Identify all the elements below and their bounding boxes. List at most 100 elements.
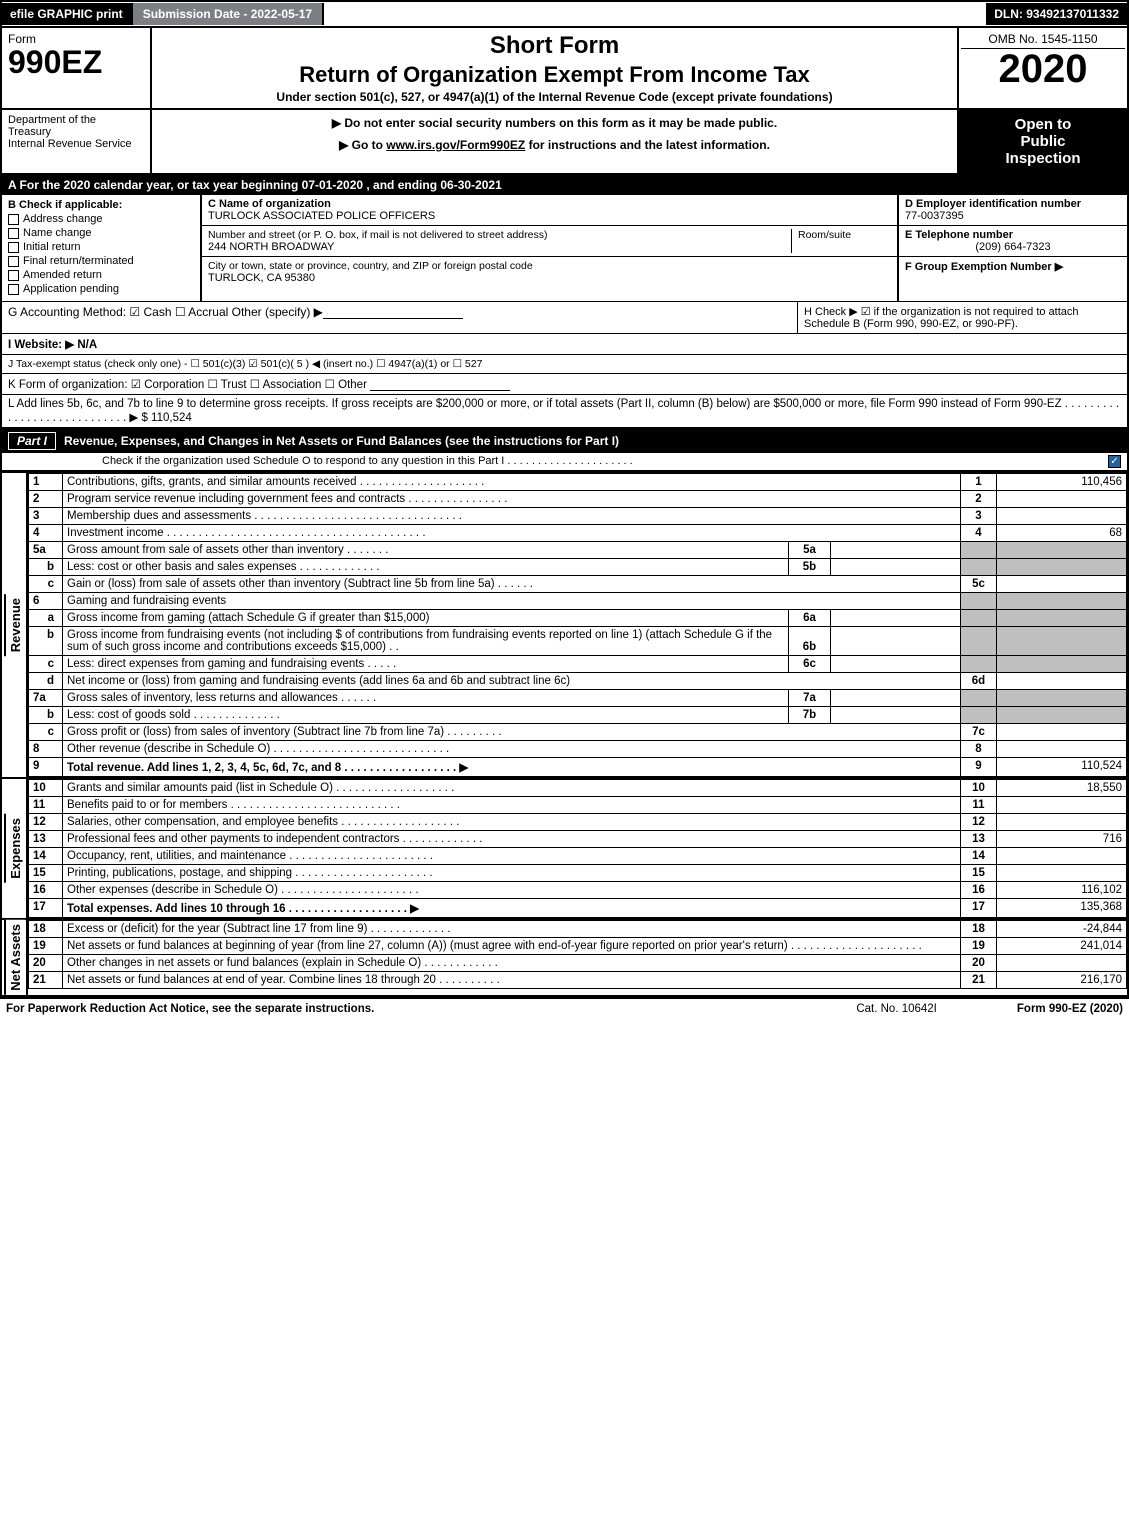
line-11: 11Benefits paid to or for members . . . … <box>29 797 1127 814</box>
lbox: 6c <box>789 656 831 673</box>
ld: Net assets or fund balances at beginning… <box>63 938 961 955</box>
page-footer: For Paperwork Reduction Act Notice, see … <box>0 997 1129 1019</box>
lrn: 9 <box>961 758 997 777</box>
checkbox-icon[interactable] <box>8 284 19 295</box>
submission-date: Submission Date - 2022-05-17 <box>131 3 324 25</box>
footer-mid: Cat. No. 10642I <box>856 1003 937 1015</box>
lrn: 7c <box>961 724 997 741</box>
lamt-grey <box>997 593 1127 610</box>
ld: Total expenses. Add lines 10 through 16 … <box>63 899 961 918</box>
expenses-side-label-wrap: Expenses <box>2 779 28 918</box>
ln: d <box>29 673 63 690</box>
notice-link-line: ▶ Go to www.irs.gov/Form990EZ for instru… <box>158 138 951 152</box>
check-name-change[interactable]: Name change <box>8 227 194 239</box>
ln: 15 <box>29 865 63 882</box>
lamt <box>997 673 1127 690</box>
lamt-grey <box>997 559 1127 576</box>
i-line: I Website: ▶ N/A <box>8 339 97 351</box>
checkbox-icon[interactable] <box>8 256 19 267</box>
public: Public <box>963 133 1123 150</box>
k-blank[interactable] <box>370 379 510 391</box>
lboxamt <box>831 627 961 656</box>
ln: 16 <box>29 882 63 899</box>
e-label: E Telephone number <box>905 229 1121 241</box>
ln: 19 <box>29 938 63 955</box>
d-label: D Employer identification number <box>905 198 1121 210</box>
revenue-side-label: Revenue <box>4 594 25 656</box>
lbox: 7a <box>789 690 831 707</box>
ln: b <box>29 627 63 656</box>
line-2: 2Program service revenue including gover… <box>29 491 1127 508</box>
ld: Occupancy, rent, utilities, and maintena… <box>63 848 961 865</box>
lrn: 21 <box>961 972 997 989</box>
lamt-grey <box>997 656 1127 673</box>
lrn: 6d <box>961 673 997 690</box>
ld: Gaming and fundraising events <box>63 593 961 610</box>
gross-receipts-line: L Add lines 5b, 6c, and 7b to line 9 to … <box>2 395 1127 429</box>
line-19: 19Net assets or fund balances at beginni… <box>29 938 1127 955</box>
check-initial-return[interactable]: Initial return <box>8 241 194 253</box>
line-17: 17Total expenses. Add lines 10 through 1… <box>29 899 1127 918</box>
lrn: 4 <box>961 525 997 542</box>
lrn: 18 <box>961 921 997 938</box>
ln: 2 <box>29 491 63 508</box>
g-line: G Accounting Method: ☑ Cash ☐ Accrual Ot… <box>8 305 323 319</box>
addr-label: Number and street (or P. O. box, if mail… <box>208 229 791 241</box>
notice-ssn: ▶ Do not enter social security numbers o… <box>158 116 951 130</box>
check-application-pending[interactable]: Application pending <box>8 283 194 295</box>
ln: 21 <box>29 972 63 989</box>
ln: 17 <box>29 899 63 918</box>
checkbox-icon[interactable] <box>8 228 19 239</box>
check-amended-return[interactable]: Amended return <box>8 269 194 281</box>
line-5c: cGain or (loss) from sale of assets othe… <box>29 576 1127 593</box>
lrn: 8 <box>961 741 997 758</box>
part-1-sub: Check if the organization used Schedule … <box>2 453 1127 471</box>
header-row-1: Form 990EZ Short Form Return of Organiza… <box>2 28 1127 110</box>
expenses-side-label: Expenses <box>4 814 25 883</box>
irs-link[interactable]: www.irs.gov/Form990EZ <box>386 138 525 152</box>
room-suite: Room/suite <box>791 229 891 253</box>
line-13: 13Professional fees and other payments t… <box>29 831 1127 848</box>
checkbox-icon[interactable] <box>8 214 19 225</box>
checkbox-icon[interactable] <box>8 270 19 281</box>
efile-print-label[interactable]: efile GRAPHIC print <box>2 3 131 25</box>
lamt-grey <box>997 627 1127 656</box>
lrn: 12 <box>961 814 997 831</box>
form-of-org-line: K Form of organization: ☑ Corporation ☐ … <box>2 374 1127 395</box>
checkbox-icon[interactable] <box>8 242 19 253</box>
revenue-section: Revenue 1Contributions, gifts, grants, a… <box>2 471 1127 777</box>
check-final-return[interactable]: Final return/terminated <box>8 255 194 267</box>
ld: Benefits paid to or for members . . . . … <box>63 797 961 814</box>
ld: Gross income from fundraising events (no… <box>63 627 789 656</box>
c-label: C Name of organization <box>208 198 891 210</box>
tax-period-row: A For the 2020 calendar year, or tax yea… <box>2 175 1127 195</box>
g-blank[interactable] <box>323 307 463 319</box>
omb-year-col: OMB No. 1545-1150 2020 <box>957 28 1127 108</box>
line-5a: 5aGross amount from sale of assets other… <box>29 542 1127 559</box>
check-if-applicable: B Check if applicable: Address change Na… <box>2 195 202 301</box>
group-exemption-row: F Group Exemption Number ▶ <box>899 257 1127 301</box>
lamt: 216,170 <box>997 972 1127 989</box>
tax-year: 2020 <box>961 49 1125 89</box>
ld: Other expenses (describe in Schedule O) … <box>63 882 961 899</box>
line-7b: bLess: cost of goods sold . . . . . . . … <box>29 707 1127 724</box>
ld: Program service revenue including govern… <box>63 491 961 508</box>
lboxamt <box>831 542 961 559</box>
dept-line2: Treasury <box>8 126 144 138</box>
ln: 9 <box>29 758 63 777</box>
form-outer: Form 990EZ Short Form Return of Organiza… <box>0 26 1129 997</box>
org-city-row: City or town, state or province, country… <box>202 257 897 287</box>
netassets-table: 18Excess or (deficit) for the year (Subt… <box>28 920 1127 989</box>
org-name: TURLOCK ASSOCIATED POLICE OFFICERS <box>208 210 891 222</box>
check-label-3: Final return/terminated <box>23 255 134 267</box>
lrn-grey <box>961 542 997 559</box>
lamt: 18,550 <box>997 780 1127 797</box>
check-address-change[interactable]: Address change <box>8 213 194 225</box>
ln: 13 <box>29 831 63 848</box>
dept-line1: Department of the <box>8 114 144 126</box>
lbox: 7b <box>789 707 831 724</box>
schedule-o-checkbox[interactable]: ✓ <box>1108 455 1121 468</box>
ld: Net income or (loss) from gaming and fun… <box>63 673 961 690</box>
g-accounting: G Accounting Method: ☑ Cash ☐ Accrual Ot… <box>2 302 797 333</box>
line-7c: cGross profit or (loss) from sales of in… <box>29 724 1127 741</box>
